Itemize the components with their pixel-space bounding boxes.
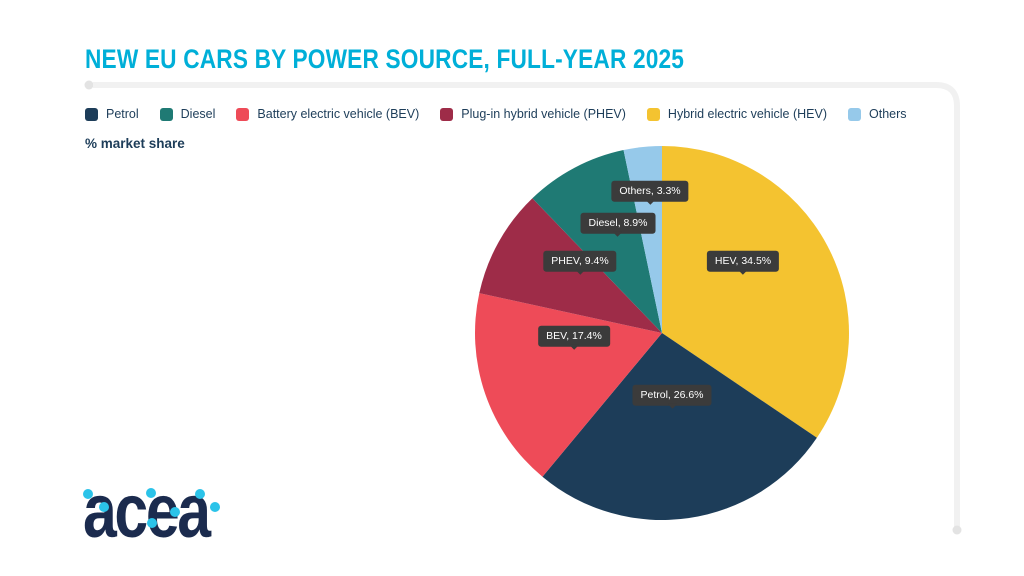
unit-label: % market share <box>85 136 185 151</box>
legend-label: Plug-in hybrid vehicle (PHEV) <box>461 107 626 122</box>
logo-accent-dot <box>210 502 220 512</box>
legend-label: Others <box>869 107 907 122</box>
legend-item-battery-electric-vehicle-bev-[interactable]: Battery electric vehicle (BEV) <box>236 108 419 121</box>
pie-slice-bev[interactable] <box>474 293 662 477</box>
callout-bev: BEV, 17.4% <box>538 325 610 349</box>
logo-accent-dot <box>147 518 157 528</box>
legend: Petrol Diesel Battery electric vehicle (BE… <box>85 108 907 121</box>
legend-item-hybrid-electric-vehicle-hev-[interactable]: Hybrid electric vehicle (HEV) <box>646 107 827 122</box>
legend-item-others[interactable]: Others <box>848 108 907 121</box>
legend-item-petrol[interactable]: Petrol <box>85 108 139 121</box>
legend-swatch <box>159 108 173 121</box>
legend-swatch <box>440 108 454 121</box>
logo-accent-dot <box>146 488 156 498</box>
legend-label: Battery electric vehicle (BEV) <box>257 107 420 122</box>
callout-petrol: Petrol, 26.6% <box>632 384 712 408</box>
logo-accent-dot <box>195 489 205 499</box>
pie-slice-hev[interactable] <box>662 146 849 438</box>
legend-item-diesel[interactable]: Diesel <box>159 107 216 122</box>
legend-swatch <box>85 108 98 121</box>
callout-others: Others, 3.3% <box>611 180 689 204</box>
legend-label: Hybrid electric vehicle (HEV) <box>667 107 827 122</box>
acea-logo-text: acea <box>83 469 211 554</box>
legend-label: Diesel <box>180 107 216 122</box>
legend-item-plug-in-hybrid-vehicle-phev-[interactable]: Plug-in hybrid vehicle (PHEV) <box>440 108 626 121</box>
legend-swatch <box>848 108 861 121</box>
logo-accent-dot <box>83 489 93 499</box>
logo-accent-dot <box>170 507 180 517</box>
legend-swatch <box>646 108 660 121</box>
logo-accent-dot <box>99 502 109 512</box>
callout-hev: HEV, 34.5% <box>706 250 780 274</box>
legend-swatch <box>236 108 250 121</box>
acea-logo: acea <box>83 468 243 554</box>
callout-phev: PHEV, 9.4% <box>543 250 617 274</box>
callout-diesel: Diesel, 8.9% <box>580 212 656 236</box>
chart-title: NEW EU CARS BY POWER SOURCE, FULL-YEAR 2… <box>85 44 685 74</box>
legend-label: Petrol <box>106 107 139 122</box>
pie-slice-petrol[interactable] <box>542 333 817 520</box>
